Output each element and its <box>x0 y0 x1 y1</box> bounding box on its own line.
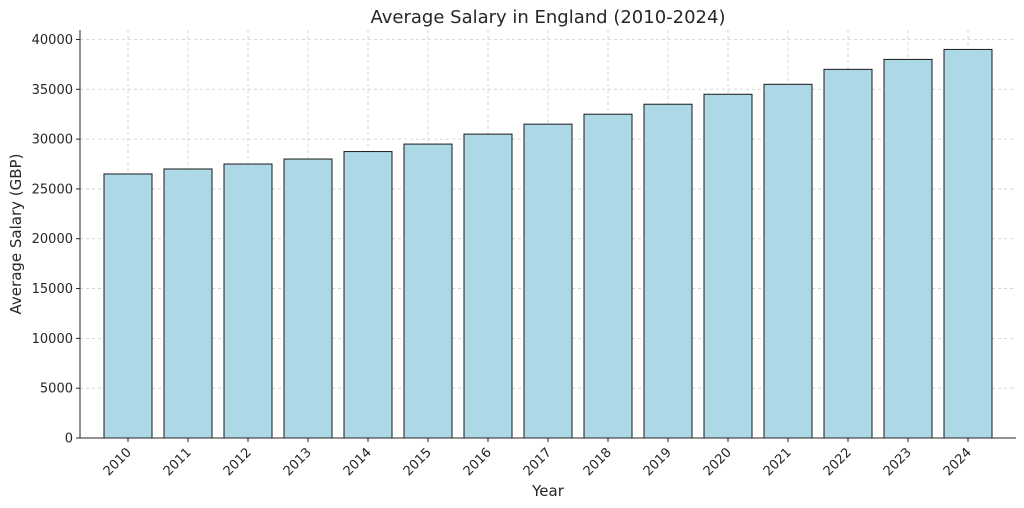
y-axis-label: Average Salary (GBP) <box>7 154 25 315</box>
x-tick-label: 2021 <box>761 445 795 479</box>
x-axis-label: Year <box>531 482 565 500</box>
bars <box>103 48 993 439</box>
y-tick-label: 30000 <box>32 133 73 148</box>
y-tick-label: 10000 <box>32 332 73 347</box>
bar-2017 <box>523 123 573 439</box>
x-tick-label: 2011 <box>161 445 195 479</box>
x-tick-label: 2023 <box>881 445 915 479</box>
x-tick-label: 2022 <box>821 445 855 479</box>
x-tick-label: 2024 <box>941 445 975 479</box>
x-tick-label: 2018 <box>581 445 615 479</box>
bar-2016 <box>463 133 513 439</box>
x-tick-label: 2012 <box>221 445 255 479</box>
x-tick-label: 2015 <box>401 445 435 479</box>
chart-title: Average Salary in England (2010-2024) <box>371 7 726 28</box>
y-tick-label: 35000 <box>32 83 73 98</box>
bar-2020 <box>703 93 753 439</box>
x-tick-label: 2014 <box>341 445 375 479</box>
bar-2013 <box>283 158 333 439</box>
y-tick-label: 15000 <box>32 282 73 297</box>
bar-2023 <box>883 58 933 439</box>
bar-2012 <box>223 163 273 439</box>
y-tick-label: 0 <box>65 432 73 447</box>
bar-2014 <box>343 151 393 439</box>
y-tick-label: 40000 <box>32 33 73 48</box>
y-axis: 0 5000 10000 15000 20000 25000 30000 35000 40000 <box>32 30 81 447</box>
x-axis: 2010 2011 2012 2013 2014 2015 2016 2017 2018 2019… <box>80 437 1016 479</box>
bar-2019 <box>643 103 693 439</box>
bar-2011 <box>163 168 213 439</box>
bar-2010 <box>103 173 153 439</box>
bar-2024 <box>943 48 993 439</box>
x-tick-label: 2020 <box>701 445 735 479</box>
x-tick-label: 2016 <box>461 445 495 479</box>
x-tick-label: 2013 <box>281 445 315 479</box>
y-tick-label: 20000 <box>32 232 73 247</box>
y-tick-label: 25000 <box>32 182 73 197</box>
y-tick-label: 5000 <box>40 382 73 397</box>
bar-2022 <box>823 68 873 439</box>
bar-2015 <box>403 143 453 439</box>
x-tick-label: 2010 <box>101 445 135 479</box>
x-tick-label: 2019 <box>641 445 675 479</box>
bar-2018 <box>583 113 633 439</box>
bar-2021 <box>763 83 813 439</box>
x-tick-label: 2017 <box>521 445 555 479</box>
